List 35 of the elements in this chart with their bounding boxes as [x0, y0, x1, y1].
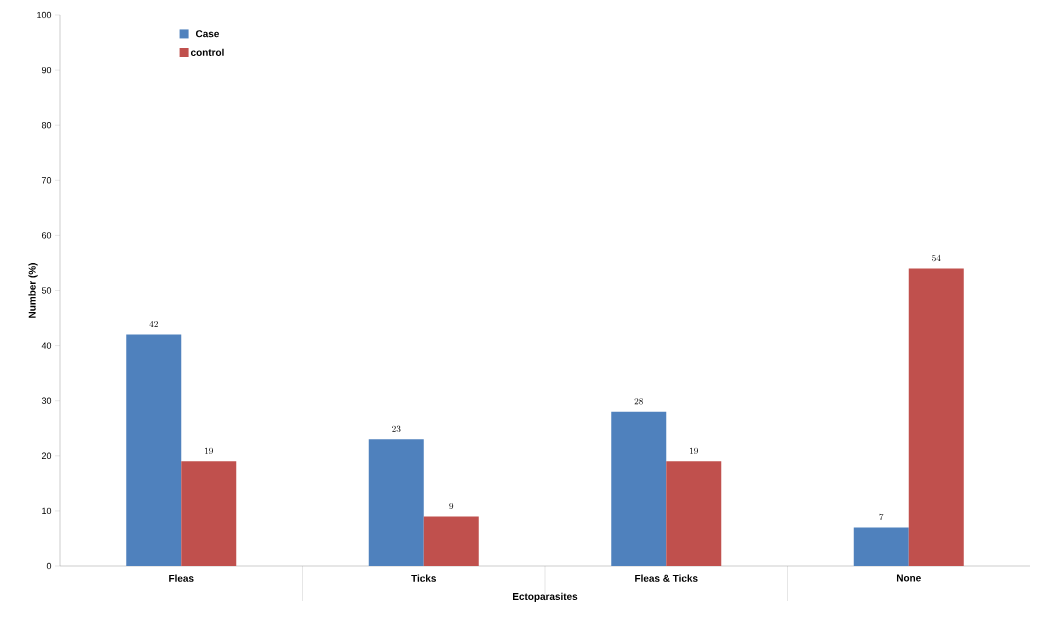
bar	[853, 527, 909, 566]
y-tick-label: 100	[37, 11, 52, 19]
y-tick-label: 70	[41, 177, 52, 184]
data-label: 54	[932, 254, 941, 262]
y-tick-label: 30	[41, 397, 52, 404]
x-tick-label: Fleas & Ticks	[635, 574, 698, 582]
x-tick-label: None	[896, 574, 921, 582]
legend-label: Case	[195, 30, 220, 38]
bar	[611, 411, 667, 566]
bar	[666, 461, 722, 566]
data-label: 19	[689, 447, 698, 454]
data-label: 9	[449, 502, 454, 510]
y-axis-title: Number (%)	[28, 263, 38, 318]
y-tick-label: 80	[41, 122, 52, 129]
y-tick-label: 20	[41, 452, 52, 459]
data-label: 23	[392, 425, 401, 432]
x-tick-label: Ticks	[411, 574, 436, 582]
x-axis-title: Ectoparasites	[513, 592, 578, 602]
data-label: 42	[149, 320, 158, 328]
data-label: 28	[634, 398, 643, 405]
data-label: 19	[204, 447, 213, 454]
data-label: 7	[879, 513, 884, 521]
bar	[126, 334, 182, 566]
y-tick-label: 50	[41, 287, 52, 294]
y-tick-label: 90	[41, 66, 52, 74]
y-tick-label: 10	[42, 507, 52, 515]
y-tick-label: 0	[46, 562, 52, 570]
bar	[423, 516, 479, 566]
bar	[908, 268, 964, 566]
bar	[368, 439, 424, 566]
y-tick-label: 60	[41, 232, 52, 239]
y-tick-label: 40	[41, 342, 52, 349]
legend-label: control	[190, 48, 224, 56]
x-tick-label: Fleas	[169, 574, 194, 582]
bar	[181, 461, 237, 566]
